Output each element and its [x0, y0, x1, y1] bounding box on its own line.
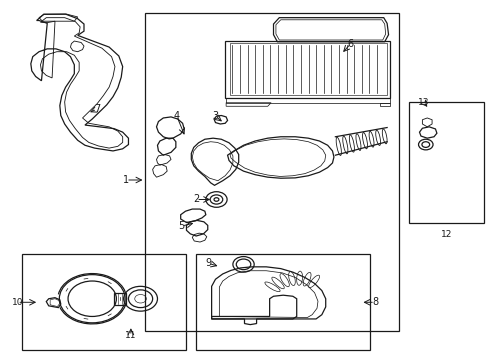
Text: 9: 9: [205, 258, 211, 268]
Text: 4: 4: [173, 111, 180, 121]
Text: 8: 8: [371, 297, 377, 307]
Text: 1: 1: [123, 175, 129, 185]
Text: 7: 7: [94, 104, 100, 114]
Text: 5: 5: [178, 221, 184, 231]
Text: 3: 3: [212, 111, 218, 121]
Text: 11: 11: [125, 332, 136, 341]
Text: 6: 6: [347, 39, 353, 49]
Text: 13: 13: [417, 98, 428, 107]
Text: 2: 2: [193, 194, 199, 204]
Text: 10: 10: [12, 298, 23, 307]
Text: 12: 12: [440, 230, 451, 239]
